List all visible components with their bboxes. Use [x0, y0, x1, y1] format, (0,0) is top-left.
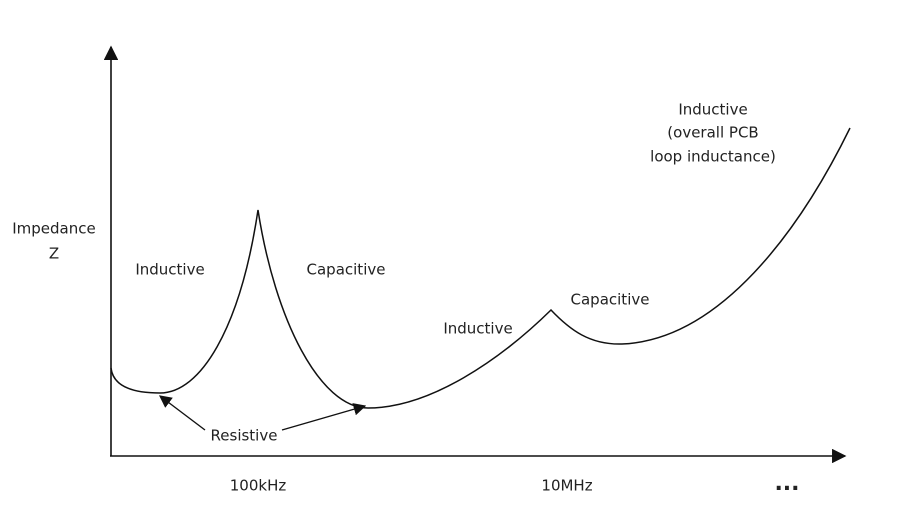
pcb-label: loop inductance)	[650, 148, 776, 166]
x-label: 10MHz	[541, 477, 592, 495]
x-label: 100kHz	[230, 477, 287, 495]
pcb-label: Inductive	[678, 101, 747, 119]
axis-label: Impedance	[12, 220, 95, 238]
pcb-label: (overall PCB	[667, 124, 758, 142]
impedance-curve	[110, 127, 851, 409]
region-label: Capacitive	[571, 291, 650, 309]
region-label: Inductive	[443, 320, 512, 338]
region-label: Inductive	[135, 261, 204, 279]
region-label: Capacitive	[307, 261, 386, 279]
resistive-arrow	[158, 395, 206, 431]
axis-label: Z	[49, 245, 59, 263]
resistive-arrow	[281, 403, 367, 431]
x-label: ...	[774, 471, 799, 496]
resistive-label: Resistive	[211, 427, 278, 445]
